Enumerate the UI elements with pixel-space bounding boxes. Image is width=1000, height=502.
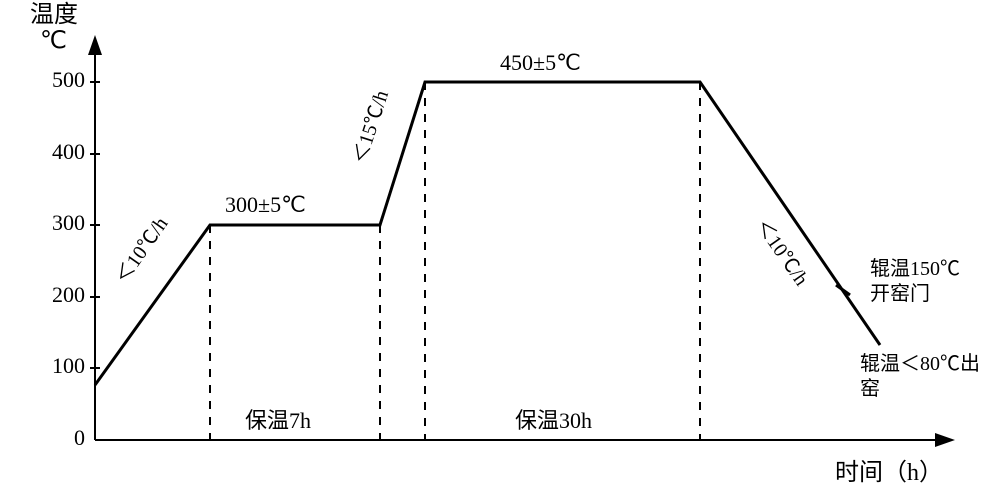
ytick-300: 300 <box>52 210 85 235</box>
ytick-500: 500 <box>52 67 85 92</box>
y-axis-title-2: ℃ <box>40 28 67 54</box>
ytick-200: 200 <box>52 282 85 307</box>
note-80c-line2: 窑 <box>860 377 880 400</box>
ytick-400: 400 <box>52 139 85 164</box>
plateau-label-1: 300±5℃ <box>225 192 306 217</box>
note-80c-line1: 辊温＜80℃出 <box>860 352 980 375</box>
x-axis-arrow <box>935 433 955 447</box>
y-axis-title-1: 温度 <box>30 1 78 28</box>
x-axis-title: 时间（h） <box>835 459 943 486</box>
note-150c-line1: 辊温150℃ <box>870 257 960 280</box>
chart-svg: 0 100 200 300 400 500 温度 ℃ 时间（h） ＜10℃/h … <box>0 0 1000 502</box>
hold-label-2: 保温30h <box>515 408 592 433</box>
rate-label-3: ＜10℃/h <box>751 215 812 290</box>
ytick-0: 0 <box>74 425 85 450</box>
y-axis-arrow <box>88 35 102 55</box>
rate-label-2: ＜15℃/h <box>349 88 393 167</box>
note-150c-line2: 开窑门 <box>870 282 930 305</box>
temperature-time-chart: 0 100 200 300 400 500 温度 ℃ 时间（h） ＜10℃/h … <box>0 0 1000 502</box>
plateau-label-2: 450±5℃ <box>500 50 581 75</box>
rate-label-1: ＜10℃/h <box>111 213 172 288</box>
ytick-100: 100 <box>52 353 85 378</box>
hold-label-1: 保温7h <box>245 408 311 433</box>
